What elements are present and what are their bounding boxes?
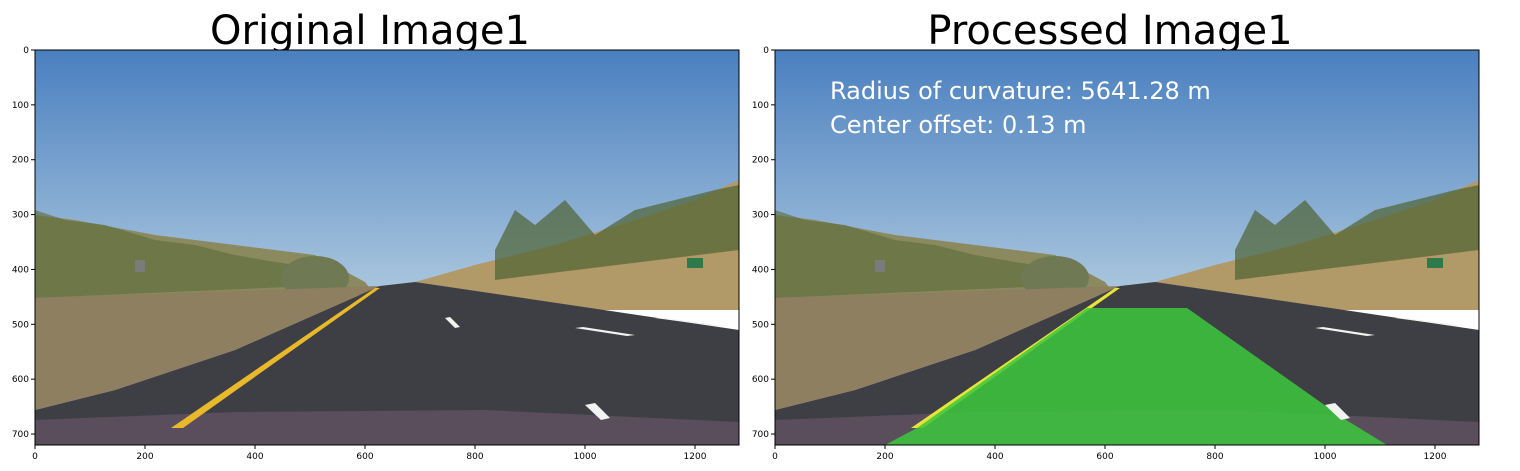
y-tick-label: 200 [12,156,29,166]
original-panel: Original Image1 [0,0,740,471]
white-dash-1 [1325,403,1350,420]
x-tick-label: 0 [772,452,778,462]
trees-right [1235,185,1479,280]
x-tick-label: 400 [986,452,1003,462]
trees-left [775,210,1075,298]
original-image-plot: 0 100 200 300 400 500 600 700 0 200 400 600 800 1000… [12,46,740,462]
white-dash-4 [1395,318,1465,326]
x-tick-label: 0 [32,452,38,462]
dry-grass-left [775,286,1120,410]
sign-right [1427,258,1443,268]
sign-right [687,258,703,268]
white-dash-3 [575,327,635,336]
offset-readout: Center offset: 0.13 m [830,111,1086,139]
x-tick-label: 1200 [684,452,707,462]
panel-title-original: Original Image1 [210,8,530,54]
x-tick-label: 1000 [574,452,597,462]
trees-right [495,185,739,280]
white-dash-3 [1315,327,1375,336]
x-tick-label: 800 [466,452,483,462]
sign-left [135,260,145,272]
x-tick-label: 800 [1206,452,1223,462]
car-hood [35,410,739,445]
y-tick-label: 500 [12,320,29,330]
image-frame [34,49,740,446]
x-tick-label: 400 [246,452,263,462]
dry-grass-left [35,286,380,410]
y-axis: 0 100 200 300 400 500 600 700 [12,46,35,440]
y-tick-label: 700 [752,430,769,440]
x-tick-label: 600 [356,452,373,462]
y-tick-label: 400 [12,265,29,275]
white-dash-4 [655,318,725,326]
image-frame [774,49,1480,446]
yellow-line [171,288,380,428]
y-tick-label: 300 [12,211,29,221]
trees-left [35,210,335,298]
curvature-readout: Radius of curvature: 5641.28 m [830,77,1211,105]
panel-title-processed: Processed Image1 [927,8,1293,54]
y-tick-label: 0 [763,46,769,56]
image-area [34,49,740,446]
x-tick-label: 600 [1096,452,1113,462]
x-axis: 0 200 400 600 800 1000 1200 [772,445,1447,462]
x-tick-label: 200 [876,452,893,462]
y-tick-label: 300 [752,211,769,221]
white-dash-1 [585,403,610,420]
white-dash-2 [445,317,460,328]
y-tick-label: 100 [752,101,769,111]
lane-fill [885,308,1387,445]
image-area: Radius of curvature: 5641.28 m Center of… [774,49,1480,446]
y-tick-label: 100 [12,101,29,111]
processed-panel: Processed Image1 Rad [740,0,1520,471]
y-tick-label: 400 [752,265,769,275]
sign-left [875,260,885,272]
y-tick-label: 700 [12,430,29,440]
y-tick-label: 0 [23,46,29,56]
processed-image-plot: Radius of curvature: 5641.28 m Center of… [752,46,1480,462]
y-tick-label: 500 [752,320,769,330]
y-axis: 0 100 200 300 400 500 600 700 [752,46,775,440]
y-tick-label: 600 [12,375,29,385]
x-tick-label: 200 [136,452,153,462]
y-tick-label: 600 [752,375,769,385]
x-tick-label: 1200 [1424,452,1447,462]
y-tick-label: 200 [752,156,769,166]
x-tick-label: 1000 [1314,452,1337,462]
x-axis: 0 200 400 600 800 1000 1200 [32,445,707,462]
